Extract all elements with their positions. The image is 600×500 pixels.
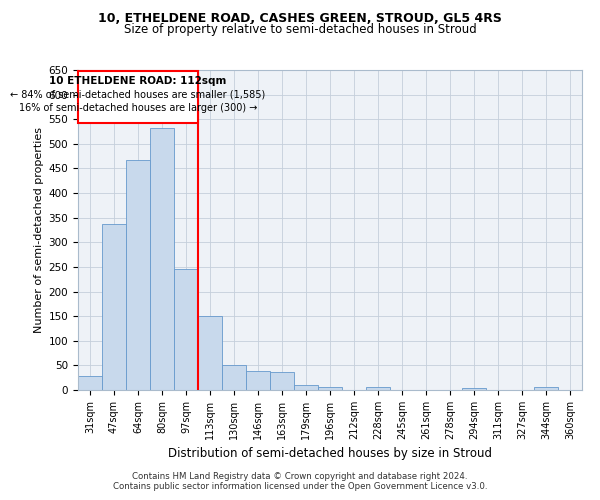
- Text: 10, ETHELDENE ROAD, CASHES GREEN, STROUD, GL5 4RS: 10, ETHELDENE ROAD, CASHES GREEN, STROUD…: [98, 12, 502, 26]
- Bar: [150, 128, 174, 390]
- Y-axis label: Number of semi-detached properties: Number of semi-detached properties: [34, 127, 44, 333]
- Text: 16% of semi-detached houses are larger (300) →: 16% of semi-detached houses are larger (…: [19, 103, 257, 113]
- Text: ← 84% of semi-detached houses are smaller (1,585): ← 84% of semi-detached houses are smalle…: [10, 90, 266, 100]
- Bar: [174, 270, 198, 390]
- FancyBboxPatch shape: [78, 71, 198, 122]
- Text: Size of property relative to semi-detached houses in Stroud: Size of property relative to semi-detach…: [124, 22, 476, 36]
- Bar: [102, 224, 126, 390]
- Bar: [246, 372, 270, 390]
- Bar: [126, 160, 150, 390]
- Bar: [270, 372, 294, 390]
- X-axis label: Distribution of semi-detached houses by size in Stroud: Distribution of semi-detached houses by …: [168, 448, 492, 460]
- Bar: [222, 366, 246, 390]
- Bar: [294, 384, 318, 390]
- Text: Contains HM Land Registry data © Crown copyright and database right 2024.: Contains HM Land Registry data © Crown c…: [132, 472, 468, 481]
- Bar: [198, 316, 222, 390]
- Bar: [78, 376, 102, 390]
- Bar: [534, 386, 558, 390]
- Text: 10 ETHELDENE ROAD: 112sqm: 10 ETHELDENE ROAD: 112sqm: [49, 76, 227, 86]
- Text: Contains public sector information licensed under the Open Government Licence v3: Contains public sector information licen…: [113, 482, 487, 491]
- Bar: [462, 388, 486, 390]
- Bar: [366, 387, 390, 390]
- Bar: [318, 386, 342, 390]
